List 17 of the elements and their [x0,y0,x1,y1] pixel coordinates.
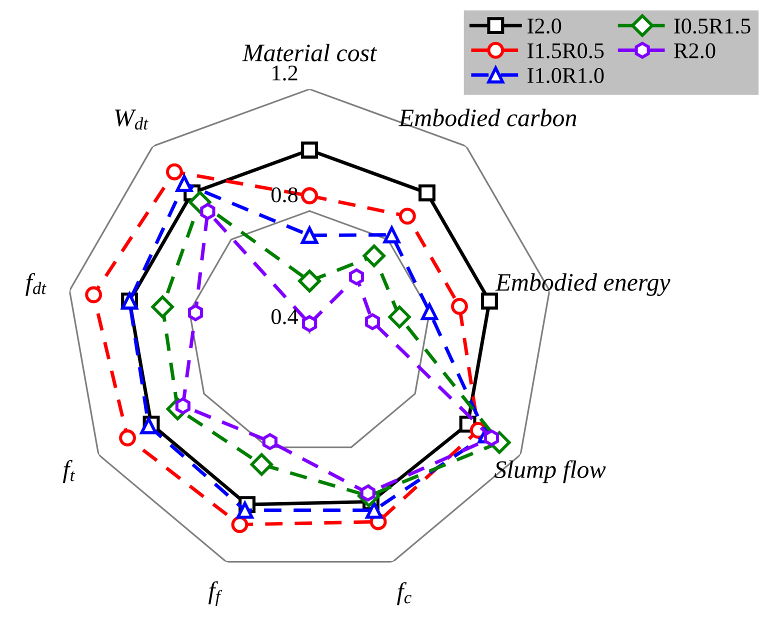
spoke-label: Material cost [242,44,378,62]
legend-label: I1.5R0.5 [528,43,604,58]
legend-label: R2.0 [674,43,716,58]
y-tick-label: 0.4 [271,309,298,324]
y-tick-label: 1.2 [272,66,298,81]
legend-label: I0.5R1.5 [674,18,750,34]
spoke-label: Slump flow [494,460,606,484]
spoke-label: f$_{t}$ [62,460,76,483]
spoke-label: Embodied energy [495,273,670,296]
legend-label: I2.0 [528,18,562,34]
spoke-label: f$_{f}$ [208,581,222,606]
y-tick-label: 0.8 [271,187,298,202]
spoke-label: W$_{dt}$ [115,110,148,130]
spoke-label: f$_{c}$ [397,582,412,606]
legend-label: I1.0R1.0 [528,68,604,84]
spoke-label: f$_{dt}$ [26,272,46,296]
spoke-label: Embodied carbon [398,108,576,126]
